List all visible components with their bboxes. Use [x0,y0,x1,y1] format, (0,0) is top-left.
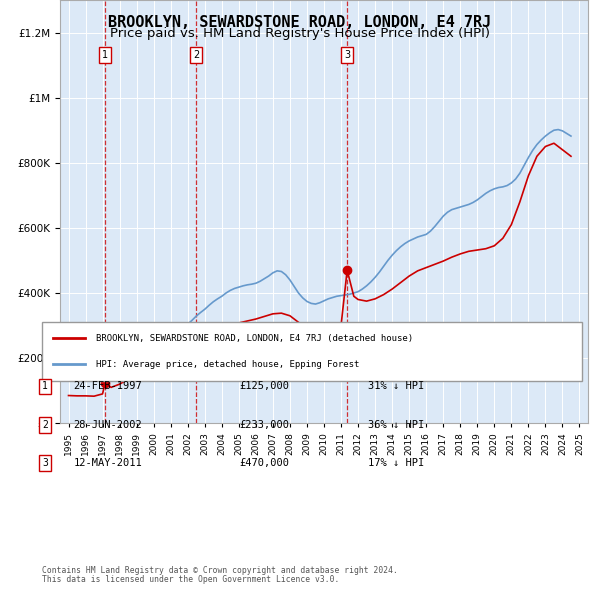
Text: 17% ↓ HPI: 17% ↓ HPI [368,458,424,468]
Text: £470,000: £470,000 [239,458,289,468]
Text: This data is licensed under the Open Government Licence v3.0.: This data is licensed under the Open Gov… [42,575,340,584]
Text: Price paid vs. HM Land Registry's House Price Index (HPI): Price paid vs. HM Land Registry's House … [110,27,490,40]
Text: £125,000: £125,000 [239,382,289,391]
Text: 1: 1 [102,50,108,60]
Text: BROOKLYN, SEWARDSTONE ROAD, LONDON, E4 7RJ (detached house): BROOKLYN, SEWARDSTONE ROAD, LONDON, E4 7… [96,333,413,343]
Text: 2: 2 [42,420,48,430]
Text: HPI: Average price, detached house, Epping Forest: HPI: Average price, detached house, Eppi… [96,359,359,369]
FancyBboxPatch shape [42,322,582,381]
Text: £233,000: £233,000 [239,420,289,430]
Text: 3: 3 [42,458,48,468]
Text: 31% ↓ HPI: 31% ↓ HPI [368,382,424,391]
Text: 28-JUN-2002: 28-JUN-2002 [74,420,142,430]
Text: 3: 3 [344,50,350,60]
Text: 24-FEB-1997: 24-FEB-1997 [74,382,142,391]
Text: Contains HM Land Registry data © Crown copyright and database right 2024.: Contains HM Land Registry data © Crown c… [42,566,398,575]
Text: 12-MAY-2011: 12-MAY-2011 [74,458,142,468]
Text: 36% ↓ HPI: 36% ↓ HPI [368,420,424,430]
Text: 1: 1 [42,382,48,391]
Text: BROOKLYN, SEWARDSTONE ROAD, LONDON, E4 7RJ: BROOKLYN, SEWARDSTONE ROAD, LONDON, E4 7… [109,15,491,30]
Text: 2: 2 [193,50,199,60]
